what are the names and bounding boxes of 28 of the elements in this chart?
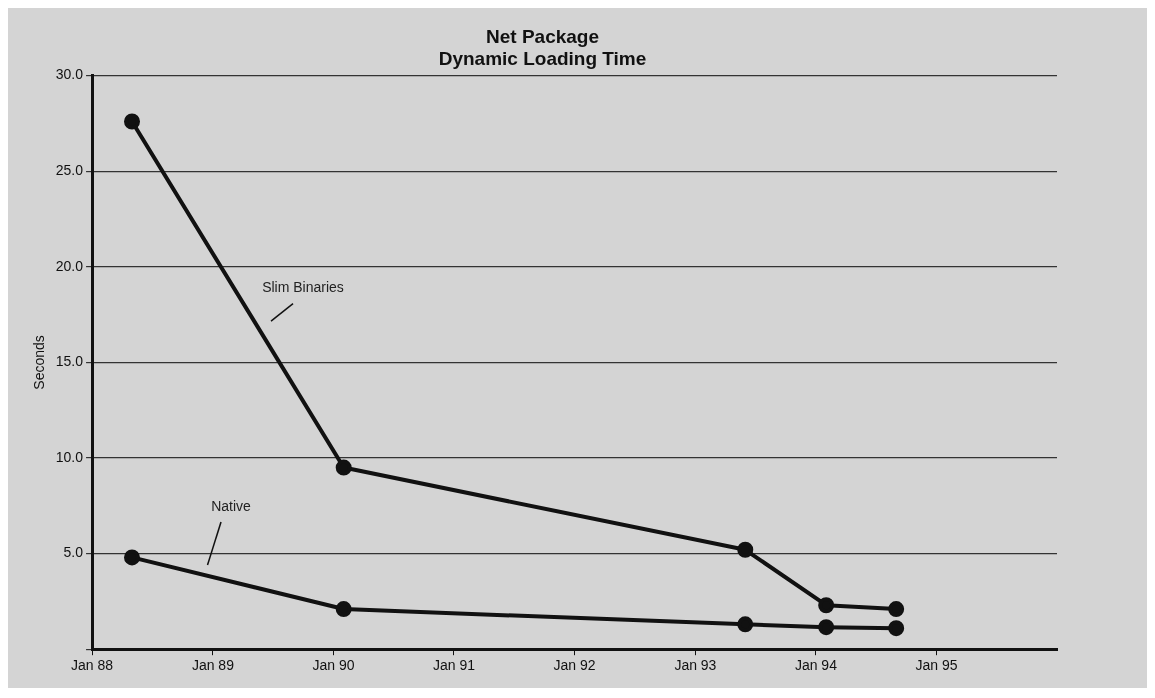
point <box>888 620 905 637</box>
y-tick-label: 30.0 <box>55 66 84 83</box>
point <box>124 113 141 130</box>
x-tick-label: Jan 88 <box>71 657 114 674</box>
point <box>737 616 754 633</box>
point <box>818 619 835 636</box>
text: Native <box>211 497 252 514</box>
x-tick-label: Jan 91 <box>432 657 476 674</box>
x-tick-label: Jan 89 <box>191 657 235 674</box>
point <box>888 601 905 618</box>
point <box>124 549 141 566</box>
y-axis-title: Seconds <box>31 335 48 390</box>
y-tick-label: 5.0 <box>63 544 84 561</box>
y-tick-label: 10.0 <box>55 448 84 465</box>
point <box>335 459 352 476</box>
point <box>737 541 754 558</box>
point <box>818 597 835 614</box>
x-tick-label: Jan 92 <box>553 657 596 674</box>
point <box>335 601 352 618</box>
x-tick-label: Jan 95 <box>915 657 958 674</box>
y-tick-label: 20.0 <box>55 257 84 274</box>
x-tick-label: Jan 94 <box>794 657 838 674</box>
y-tick-label: 15.0 <box>55 353 84 370</box>
x-tick-label: Jan 90 <box>312 657 355 674</box>
chart-title: Net Package Dynamic Loading Time <box>438 25 647 70</box>
series-label: Slim Binaries <box>262 279 344 296</box>
y-tick-label: 25.0 <box>55 162 84 179</box>
x-tick-label: Jan 93 <box>674 657 717 674</box>
